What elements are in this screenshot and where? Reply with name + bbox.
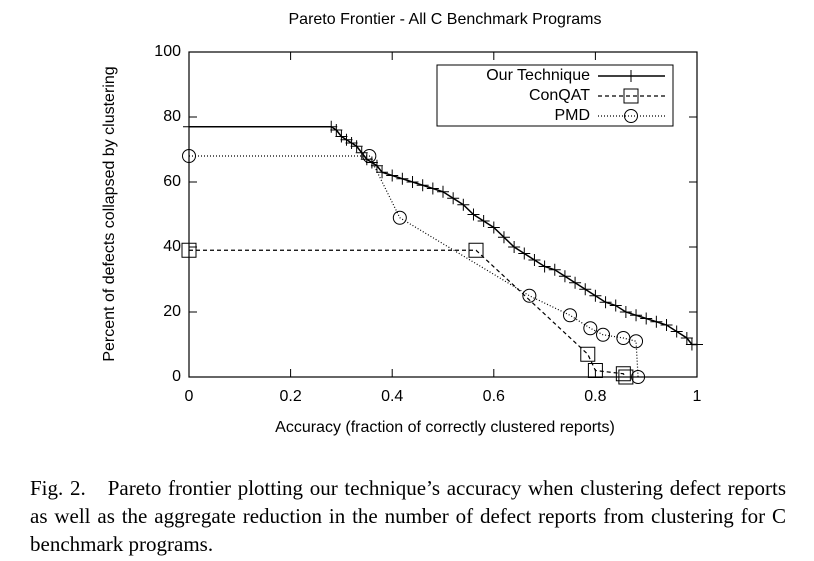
point [183,120,195,133]
point [330,124,343,136]
y-tick-label: 60 [163,173,181,190]
point [660,319,673,331]
x-tick-label: 0 [185,388,194,405]
legend-marker [625,70,637,82]
point [599,296,612,309]
y-tick-label: 100 [154,43,181,60]
point [596,327,611,342]
legend-marker [624,109,638,123]
point [406,176,419,188]
legend-label: ConQAT [529,87,590,104]
point [630,309,643,322]
point [691,338,703,351]
caption: Fig. 2. Pareto frontier plotting our tech… [30,474,786,558]
point [487,221,500,234]
point [589,289,602,302]
x-tick-label: 0.8 [584,388,606,405]
point [345,137,358,149]
point [467,208,480,221]
point [376,166,389,179]
point [579,283,592,296]
point [587,363,603,378]
point [350,140,363,153]
point [569,276,582,289]
point [335,130,348,143]
point [386,169,399,182]
point [325,120,338,133]
point [370,159,383,172]
x-tick-label: 0.2 [279,388,301,405]
caption-text: Pareto frontier plotting our technique’s… [30,476,786,556]
point [528,254,541,266]
point [609,299,622,312]
x-tick-label: 0.4 [381,388,403,405]
point [181,242,197,258]
point [355,146,368,159]
point [650,315,663,328]
series-line [189,249,627,378]
point [468,242,484,258]
y-tick-label: 20 [163,303,181,320]
point [619,306,632,318]
plot-frame [188,51,698,378]
chart: Pareto Frontier - All C Benchmark Progra… [101,11,703,436]
point [618,369,634,385]
point [670,325,683,338]
point [508,241,521,253]
point [477,215,490,227]
series-line [189,155,639,378]
caption-label: Fig. 2. [30,476,86,500]
x-axis-label: Accuracy (fraction of correctly clustere… [275,419,615,436]
point [522,288,537,303]
y-axis-label: Percent of defects collapsed by clusteri… [101,66,118,361]
point [437,185,449,198]
point [583,321,598,336]
point [362,149,377,163]
x-tick-label: 0.6 [483,388,505,405]
point [680,332,693,344]
point [558,270,571,283]
legend-box [436,64,674,127]
point [396,172,409,185]
point [616,331,631,345]
legend-marker [623,88,639,104]
point [563,308,577,323]
point [426,182,439,195]
point [518,247,531,260]
x-tick-label: 1 [693,388,702,405]
point [497,231,510,244]
y-tick-label: 40 [163,238,181,255]
point [538,260,551,273]
point [631,370,646,384]
point [548,263,561,276]
point [416,179,429,192]
point [340,133,353,146]
point [457,198,470,211]
point [580,346,596,362]
point [447,192,460,205]
y-tick-label: 0 [172,368,181,385]
legend-label: Our Technique [486,67,590,84]
series-line [189,126,697,346]
point [392,210,407,225]
point [615,366,631,382]
point [640,312,653,325]
y-tick-label: 80 [163,108,181,125]
point [182,149,196,163]
point [629,334,644,349]
chart-title: Pareto Frontier - All C Benchmark Progra… [289,11,602,28]
legend-label: PMD [554,107,590,124]
